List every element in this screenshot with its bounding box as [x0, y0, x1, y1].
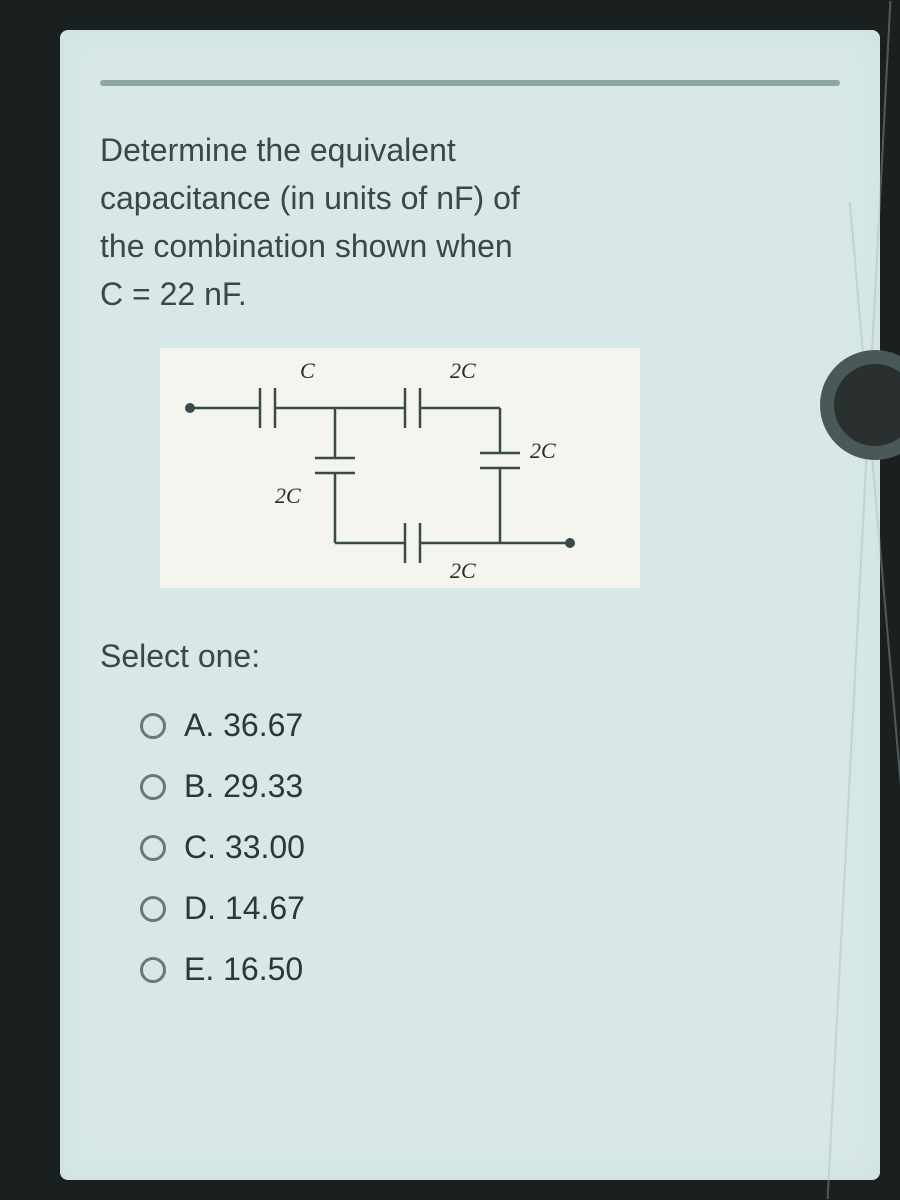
options-list: A. 36.67 B. 29.33 C. 33.00 D. 14.67 E. 16.50 [100, 695, 840, 1000]
question-line: capacitance (in units of nF) of [100, 180, 520, 216]
option-a[interactable]: A. 36.67 [100, 695, 840, 756]
select-one-label: Select one: [100, 638, 840, 675]
option-e[interactable]: E. 16.50 [100, 939, 840, 1000]
phone-frame: Determine the equivalent capacitance (in… [0, 0, 900, 1200]
radio-icon[interactable] [140, 896, 166, 922]
option-label: D. 14.67 [184, 890, 305, 927]
option-d[interactable]: D. 14.67 [100, 878, 840, 939]
radio-icon[interactable] [140, 835, 166, 861]
circuit-diagram: C 2C 2C 2C [160, 348, 640, 588]
cap-label: 2C [530, 438, 556, 463]
progress-bar [100, 80, 840, 86]
option-b[interactable]: B. 29.33 [100, 756, 840, 817]
option-c[interactable]: C. 33.00 [100, 817, 840, 878]
quiz-screen: Determine the equivalent capacitance (in… [60, 30, 880, 1180]
question-line: Determine the equivalent [100, 132, 456, 168]
cap-label: 2C [450, 558, 476, 583]
cap-label: C [300, 358, 315, 383]
question-line: C = 22 nF. [100, 276, 247, 312]
option-label: E. 16.50 [184, 951, 303, 988]
radio-icon[interactable] [140, 957, 166, 983]
question-text: Determine the equivalent capacitance (in… [100, 126, 840, 318]
option-label: A. 36.67 [184, 707, 303, 744]
radio-icon[interactable] [140, 713, 166, 739]
cap-label: 2C [275, 483, 301, 508]
cap-label: 2C [450, 358, 476, 383]
radio-icon[interactable] [140, 774, 166, 800]
option-label: C. 33.00 [184, 829, 305, 866]
option-label: B. 29.33 [184, 768, 303, 805]
question-line: the combination shown when [100, 228, 513, 264]
